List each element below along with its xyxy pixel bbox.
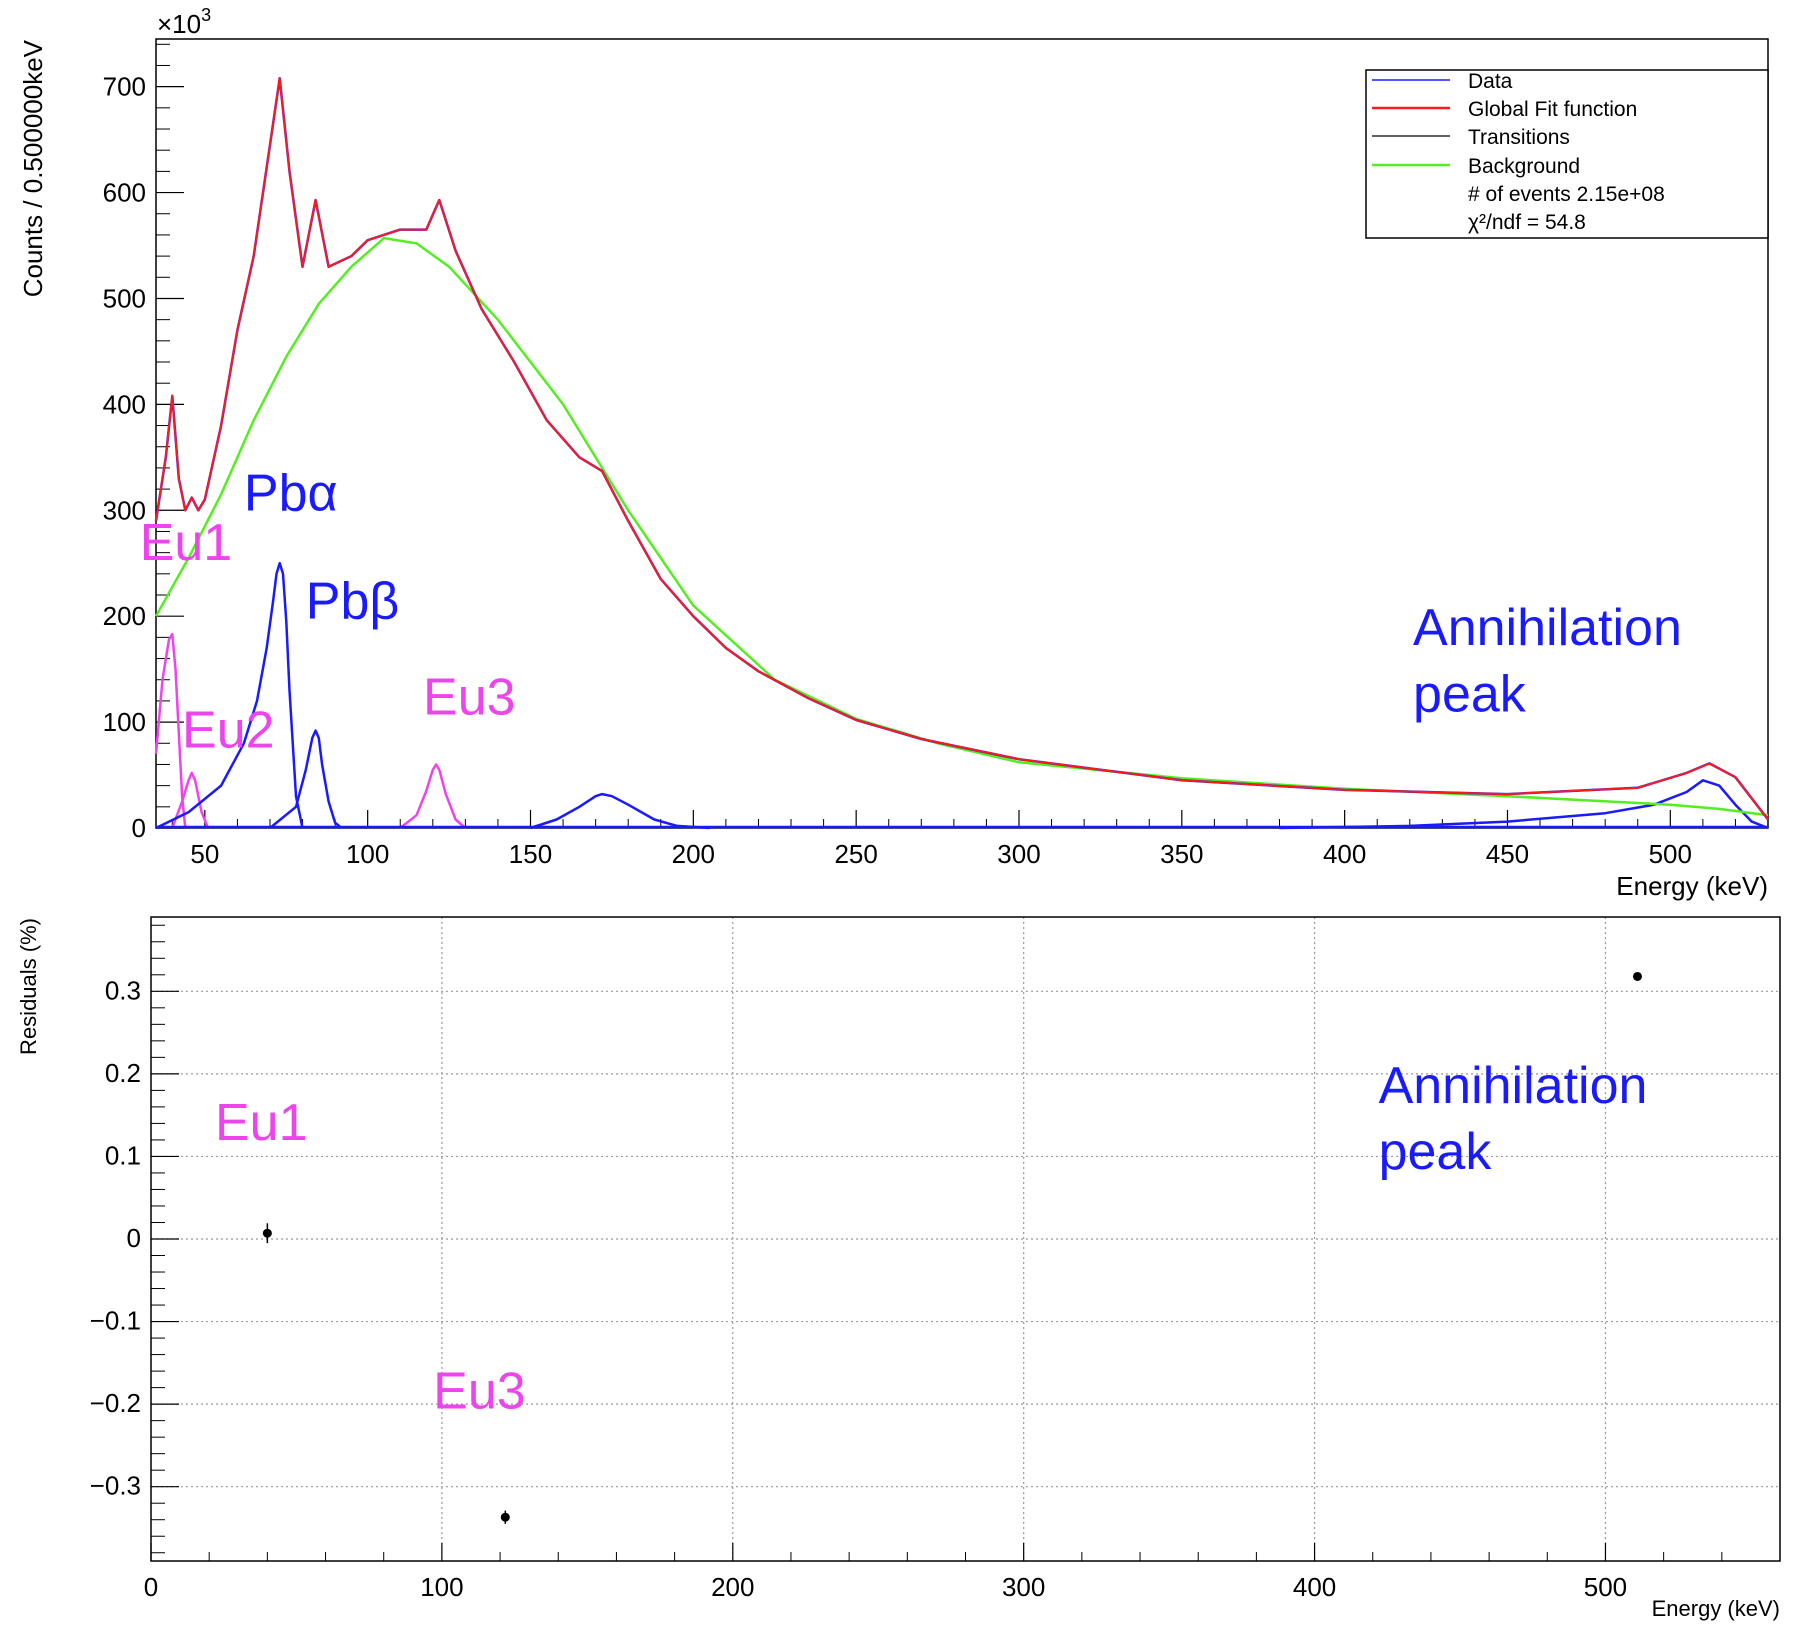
top-x-tick-label: 400	[1323, 839, 1366, 869]
spectrum-panel: 50 100 150 200 250 300 350 400 450 500 0 100 200 300 4…	[18, 5, 1769, 901]
top-y-tick-label: 500	[103, 283, 146, 313]
bottom-y-tick-label: 0	[127, 1223, 141, 1253]
bottom-x-tick-label: 500	[1584, 1572, 1627, 1602]
transition-curve	[530, 792, 710, 830]
top-y-tick-label: 0	[132, 813, 146, 843]
top-y-tick-label: 100	[103, 707, 146, 737]
top-y-tick-label: 200	[103, 601, 146, 631]
residual-point	[1632, 971, 1642, 981]
top-x-tick-label: 350	[1160, 839, 1203, 869]
residual-annotation: Eu3	[433, 1362, 526, 1420]
transition-curve	[155, 561, 304, 830]
bottom-y-tick-label: 0.1	[105, 1140, 141, 1170]
legend-box	[1365, 69, 1769, 239]
bottom-x-tick-label: 200	[711, 1572, 754, 1602]
y-multiplier-exponent: 3	[201, 5, 211, 25]
y-multiplier-base: ×10	[157, 9, 201, 39]
top-x-tick-label: 250	[834, 839, 877, 869]
top-x-axis-title: Energy (keV)	[1616, 871, 1768, 901]
bottom-x-tick-label: 0	[144, 1572, 158, 1602]
residuals-grid	[151, 917, 1780, 1561]
top-x-tick-label: 100	[346, 839, 389, 869]
top-curves	[154, 76, 1769, 830]
top-x-tick-label: 450	[1486, 839, 1529, 869]
legend-label-fit: Global Fit function	[1468, 98, 1637, 121]
transition-curve	[171, 771, 210, 829]
legend-label-data: Data	[1468, 70, 1513, 93]
transition-curve	[154, 632, 187, 829]
bottom-y-tick-label: −0.3	[90, 1471, 141, 1501]
top-x-tick-label: 200	[672, 839, 715, 869]
legend: Data Global Fit function Transitions Bac…	[1365, 69, 1769, 239]
top-x-tick-label: 300	[997, 839, 1040, 869]
residual-annotation: peak	[1379, 1123, 1493, 1181]
bottom-axis-ticks: 0 100 200 300 400 500 0.3 0.2 0.1 0 −0.1 −0.2 −0.3	[90, 924, 1723, 1602]
top-y-tick-label: 400	[103, 389, 146, 419]
transition-curve	[269, 729, 343, 829]
top-axis-ticks: 50 100 150 200 250 300 350 400 450 500 0 100 200 300 4…	[103, 43, 1769, 869]
y-multiplier: ×103	[157, 5, 211, 39]
bottom-y-tick-label: −0.2	[90, 1388, 141, 1418]
bottom-x-tick-label: 400	[1293, 1572, 1336, 1602]
bottom-x-tick-label: 300	[1002, 1572, 1045, 1602]
legend-label-transitions: Transitions	[1468, 126, 1570, 149]
residual-points	[262, 971, 1642, 1524]
residual-annotation: Annihilation	[1379, 1057, 1648, 1115]
bottom-y-tick-label: −0.1	[90, 1306, 141, 1336]
bottom-annotations: Eu1 Eu3 Annihilation peak	[215, 1057, 1647, 1420]
transition-curve	[1279, 779, 1769, 830]
transition-curve	[399, 763, 467, 829]
peak-annotation: Eu3	[423, 669, 516, 727]
top-y-tick-label: 700	[103, 72, 146, 102]
top-y-axis-title: Counts / 0.500000keV	[18, 39, 48, 297]
bottom-x-axis-title: Energy (keV)	[1652, 1596, 1780, 1621]
legend-chi2: χ²/ndf = 54.8	[1468, 211, 1586, 234]
peak-annotation: peak	[1413, 666, 1527, 724]
bottom-x-tick-label: 100	[420, 1572, 463, 1602]
top-x-tick-label: 50	[190, 839, 219, 869]
residual-annotation: Eu1	[215, 1094, 308, 1152]
bottom-y-tick-label: 0.2	[105, 1058, 141, 1088]
peak-annotation: Eu2	[182, 702, 275, 760]
residuals-panel: 0 100 200 300 400 500 0.3 0.2 0.1 0 −0.1 −0.2 −0.3 E…	[16, 916, 1781, 1621]
top-y-tick-label: 300	[103, 495, 146, 525]
residual-point	[262, 1228, 272, 1238]
peak-annotation: Eu1	[140, 514, 233, 572]
peak-annotation: Pbβ	[306, 572, 400, 630]
global-fit-curve	[155, 77, 1769, 821]
legend-label-background: Background	[1468, 155, 1580, 178]
bottom-y-tick-label: 0.3	[105, 975, 141, 1005]
peak-annotation: Pbα	[244, 464, 338, 522]
residual-point	[500, 1512, 510, 1522]
top-y-tick-label: 600	[103, 178, 146, 208]
peak-annotation: Annihilation	[1413, 599, 1682, 657]
top-x-tick-label: 500	[1649, 839, 1692, 869]
bottom-y-axis-title: Residuals (%)	[16, 918, 41, 1055]
legend-events: # of events 2.15e+08	[1468, 183, 1665, 206]
top-x-tick-label: 150	[509, 839, 552, 869]
